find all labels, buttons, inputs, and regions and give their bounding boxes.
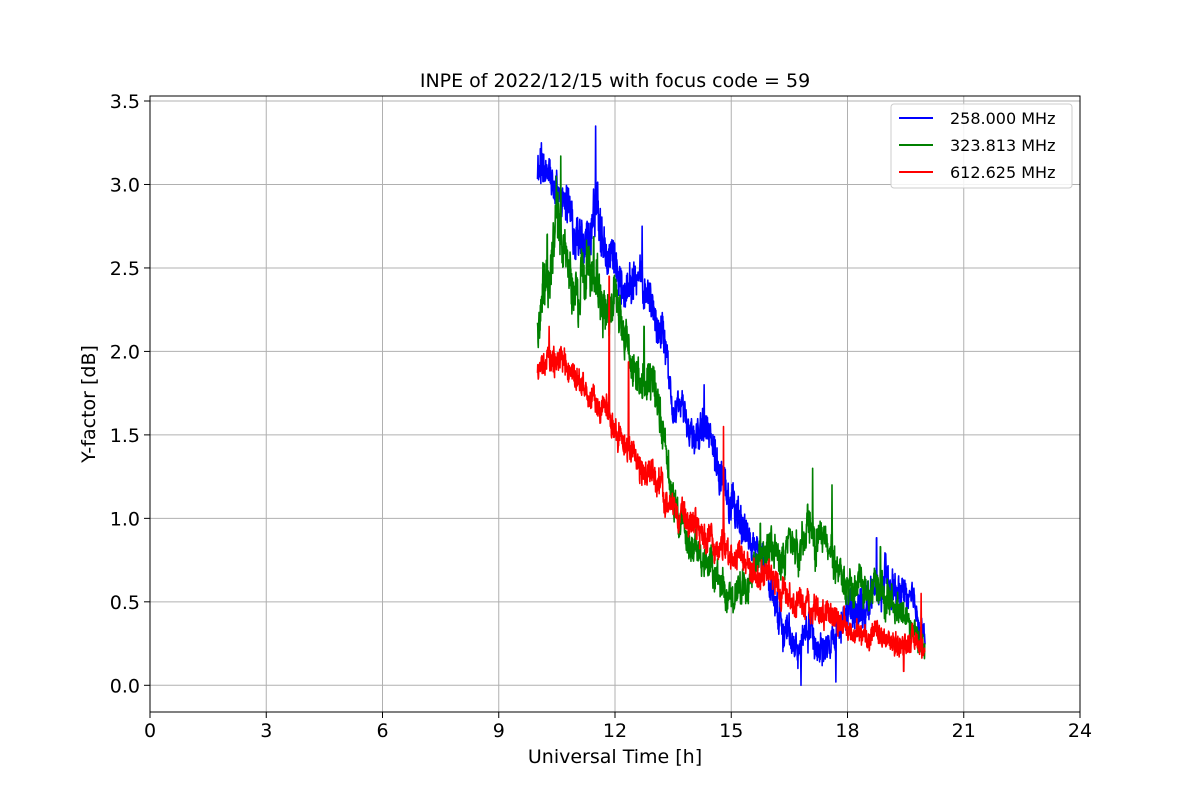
y-tick-label: 1.0	[110, 508, 140, 530]
x-tick-label: 18	[835, 720, 859, 742]
legend-label-612: 612.625 MHz	[950, 163, 1055, 182]
legend: 258.000 MHz 323.813 MHz 612.625 MHz	[890, 103, 1073, 189]
x-tick-label: 21	[952, 720, 976, 742]
y-tick-label: 3.5	[110, 91, 140, 113]
y-tick-label: 2.0	[110, 341, 140, 363]
x-tick-label: 3	[260, 720, 272, 742]
legend-label-323: 323.813 MHz	[950, 136, 1055, 155]
series-line	[536, 275, 926, 673]
x-tick-label: 6	[376, 720, 388, 742]
x-tick-label: 15	[719, 720, 743, 742]
chart-title: INPE of 2022/12/15 with focus code = 59	[420, 70, 810, 92]
y-axis-ticks: 0.0 0.5 1.0 1.5 2.0 2.5 3.0 3.5	[110, 91, 150, 697]
x-tick-label: 12	[603, 720, 627, 742]
y-tick-label: 0.5	[110, 592, 140, 614]
x-tick-label: 24	[1068, 720, 1092, 742]
y-tick-label: 3.0	[110, 174, 140, 196]
x-axis-label: Universal Time [h]	[528, 746, 702, 768]
legend-label-258: 258.000 MHz	[950, 109, 1055, 128]
x-axis-ticks: 0 3 6 9 12 15 18 21 24	[144, 712, 1092, 742]
legend-box	[890, 103, 1073, 189]
series-line	[536, 125, 926, 687]
x-tick-label: 0	[144, 720, 156, 742]
y-tick-label: 1.5	[110, 425, 140, 447]
series-layer	[536, 125, 926, 687]
y-axis-label: Y-factor [dB]	[78, 345, 100, 464]
y-tick-label: 0.0	[110, 675, 140, 697]
x-tick-label: 9	[493, 720, 505, 742]
y-tick-label: 2.5	[110, 258, 140, 280]
series-line	[536, 155, 926, 660]
